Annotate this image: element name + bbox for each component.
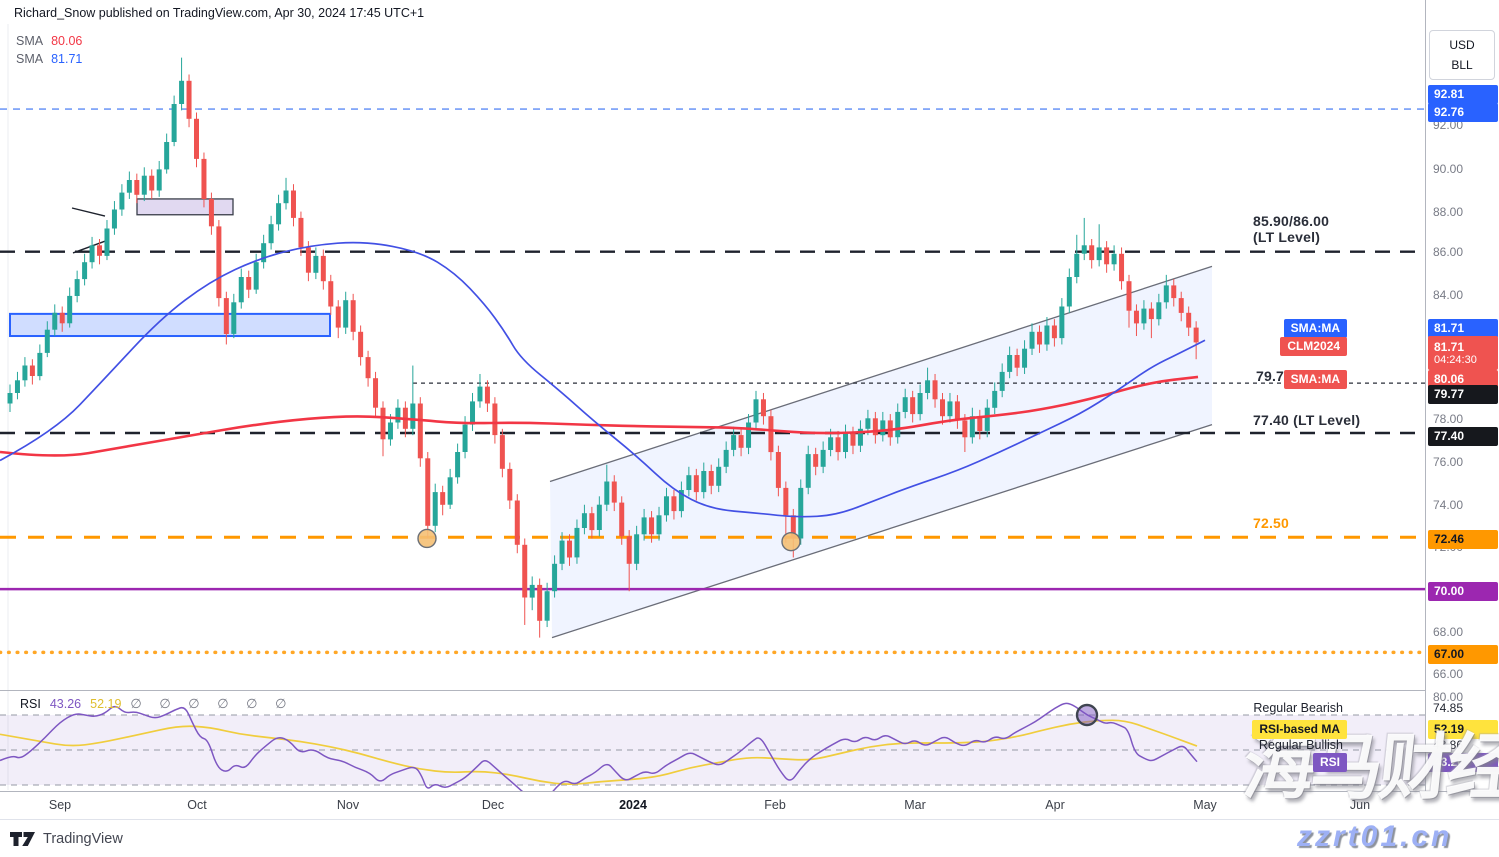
rsi-value: 43.26 bbox=[49, 697, 82, 711]
sma1-label: SMA bbox=[16, 34, 44, 48]
rsi-line bbox=[0, 702, 1198, 791]
unit-label: BLL bbox=[1451, 58, 1473, 73]
price-axis-badge: 67.00 bbox=[1428, 644, 1498, 664]
price-axis-badge: 77.40 bbox=[1428, 426, 1498, 446]
price-tick: 90.00 bbox=[1433, 162, 1464, 176]
price-axis[interactable]: USD BLL 92.00 90.00 88.00 86.00 84.00 78.00 76… bbox=[1425, 0, 1499, 791]
time-tick-oct: Oct bbox=[187, 798, 207, 812]
tradingview-logo-icon[interactable] bbox=[10, 830, 36, 848]
time-tick-mar: Mar bbox=[904, 798, 926, 812]
unit-selector[interactable]: USD BLL bbox=[1429, 30, 1495, 80]
bottom-toolbar: TradingView bbox=[0, 819, 1499, 857]
tradingview-brand-link[interactable]: TradingView bbox=[43, 830, 123, 847]
sma-legend-row-1[interactable]: SMA 80.06 bbox=[16, 32, 82, 50]
price-axis-badge: 79.77 bbox=[1428, 384, 1498, 404]
price-tick: 76.00 bbox=[1433, 455, 1464, 469]
rsi-empty-value-icons: ∅ ∅ ∅ ∅ ∅ ∅ bbox=[130, 696, 294, 711]
time-tick-apr: Apr bbox=[1045, 798, 1065, 812]
attribution-text: Richard_Snow published on TradingView.co… bbox=[14, 6, 425, 20]
price-tick: 74.00 bbox=[1433, 498, 1464, 512]
price-tick: 78.00 bbox=[1433, 412, 1464, 426]
price-axis-badge: 81.71 04:24:30 bbox=[1428, 336, 1498, 370]
low-markers bbox=[417, 528, 801, 552]
price-tick: 88.00 bbox=[1433, 205, 1464, 219]
blue-zone bbox=[9, 312, 331, 338]
time-tick-dec: Dec bbox=[481, 798, 505, 812]
price-tick: 66.00 bbox=[1433, 667, 1464, 681]
rsi-divergence-value: 74.85 bbox=[1433, 701, 1464, 715]
time-tick-sep: Sep bbox=[48, 798, 72, 812]
rsi-tick: 80.00 bbox=[1433, 690, 1464, 704]
sma-legend-row-2[interactable]: SMA 81.71 bbox=[16, 50, 82, 68]
price-axis-badge: 72.46 bbox=[1428, 529, 1498, 549]
highlight-zones bbox=[9, 198, 331, 338]
price-axis-badge: 81.71 bbox=[1428, 318, 1498, 338]
ascending-channel bbox=[549, 265, 1213, 639]
price-tick: 68.00 bbox=[1433, 625, 1464, 639]
price-chart-canvas[interactable] bbox=[0, 0, 1425, 791]
sma2-label: SMA bbox=[16, 52, 44, 66]
candlestick-series bbox=[7, 57, 1199, 638]
rsi-ma-value: 52.19 bbox=[90, 697, 122, 711]
purple-zone bbox=[136, 198, 234, 216]
rsi-axis-badge: 52.19 bbox=[1428, 719, 1498, 739]
rsi-ma-line bbox=[0, 719, 1198, 785]
price-axis-badge: 70.00 bbox=[1428, 581, 1498, 601]
time-tick-may: May bbox=[1193, 798, 1217, 812]
price-tick: 92.00 bbox=[1433, 118, 1464, 132]
key-levels bbox=[0, 108, 1425, 655]
time-axis[interactable]: Sep Oct Nov Dec 2024 Feb Mar Apr May Jun bbox=[0, 791, 1499, 820]
rsi-divergence-marker bbox=[1075, 703, 1099, 727]
currency-label: USD bbox=[1449, 37, 1475, 52]
sma2-value: 81.71 bbox=[51, 52, 83, 66]
price-axis-badge: 92.81 bbox=[1428, 84, 1498, 104]
price-tick: 86.00 bbox=[1433, 245, 1464, 259]
sma-fast-line bbox=[0, 241, 1206, 518]
sma1-value: 80.06 bbox=[51, 34, 83, 48]
price-axis-badge: 92.76 bbox=[1428, 102, 1498, 122]
rsi-pane bbox=[0, 702, 1425, 791]
time-tick-2024: 2024 bbox=[619, 798, 647, 812]
rsi-axis-badge: 43.26 bbox=[1428, 752, 1498, 772]
time-tick-nov: Nov bbox=[336, 798, 360, 812]
time-tick-feb: Feb bbox=[764, 798, 786, 812]
sma-slow-line bbox=[0, 375, 1199, 457]
rsi-label: RSI bbox=[20, 697, 41, 711]
rsi-legend[interactable]: RSI 43.26 52.19 ∅ ∅ ∅ ∅ ∅ ∅ bbox=[20, 696, 293, 712]
price-tick: 84.00 bbox=[1433, 288, 1464, 302]
rsi-divergence-value: 43.86 bbox=[1433, 738, 1464, 752]
time-tick-jun: Jun bbox=[1349, 798, 1371, 812]
price-axis-badge: 80.06 bbox=[1428, 369, 1498, 389]
indicator-legend: SMA 80.06 SMA 81.71 bbox=[16, 32, 82, 68]
